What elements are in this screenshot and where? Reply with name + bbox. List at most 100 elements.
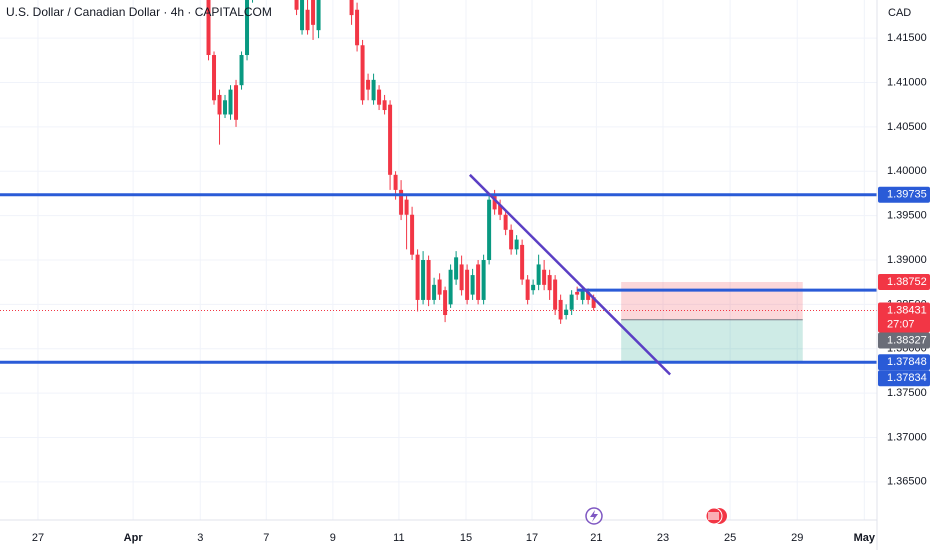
candle-body [509, 229, 514, 250]
candle-body [294, 0, 299, 10]
candle-body [410, 214, 415, 255]
price-tag [878, 186, 930, 203]
countdown: 27:07 [887, 318, 915, 330]
x-tick-label: 27 [32, 532, 44, 544]
candle-body [536, 264, 541, 285]
candle-body [399, 189, 404, 215]
candle-body [503, 214, 508, 230]
candle-body [234, 85, 239, 120]
x-tick-label: 7 [263, 532, 269, 544]
x-tick-label: 25 [724, 532, 736, 544]
candle-body [421, 260, 426, 300]
candle-body [575, 291, 580, 295]
candle-body [212, 55, 217, 101]
candle-body [443, 290, 448, 316]
event-icons [585, 507, 727, 525]
candle-body [366, 79, 371, 90]
candle-body [245, 0, 250, 56]
price-tag-label: 1.37834 [887, 372, 927, 384]
x-tick-label: 9 [330, 532, 336, 544]
price-tag-label: 1.38752 [887, 276, 927, 288]
price-tag-label: 1.37848 [887, 356, 927, 368]
candle-body [542, 269, 547, 285]
candle-body [349, 0, 354, 16]
x-tick-label: 11 [393, 532, 404, 544]
target-zone [621, 319, 803, 364]
candle-body [459, 264, 464, 291]
candle-body [547, 275, 552, 291]
candle-body [520, 244, 525, 280]
candle-body [355, 9, 360, 46]
candle-body [558, 299, 563, 320]
candle-body [498, 204, 503, 215]
grid [0, 0, 877, 520]
candle-body [586, 291, 591, 300]
chart-title: U.S. Dollar / Canadian Dollar · 4h · CAP… [6, 5, 272, 19]
candle-body [393, 174, 398, 190]
candle-body [415, 254, 420, 300]
candle-body [377, 89, 382, 105]
candle-body [580, 290, 585, 300]
candle-body [481, 260, 486, 300]
candle-body [311, 0, 316, 25]
plot [0, 0, 877, 376]
candle-body [487, 199, 492, 260]
y-tick-label: 1.39500 [887, 210, 927, 222]
x-tick-label: Apr [124, 532, 144, 544]
candle-body [371, 79, 376, 101]
candle-body [305, 9, 310, 31]
x-tick-label: 3 [197, 532, 203, 544]
x-tick-label: 21 [590, 532, 602, 544]
y-tick-label: 1.39000 [887, 254, 927, 266]
x-tick-label: 29 [791, 532, 803, 544]
candle-body [531, 284, 536, 291]
y-tick-label: 1.37000 [887, 431, 927, 443]
stop-zone [621, 282, 803, 320]
candle-body [476, 264, 481, 300]
candle-body [591, 297, 596, 308]
candle-body [426, 260, 431, 300]
candle-body [454, 257, 459, 280]
candle-body [316, 0, 321, 31]
candle-body [492, 195, 497, 210]
candle-body [388, 104, 393, 175]
y-tick-label: 1.41000 [887, 76, 927, 88]
y-tick-label: 1.36500 [887, 476, 927, 488]
candle-body [382, 100, 387, 111]
y-tick-label: 1.40500 [887, 121, 927, 133]
candle-body [569, 294, 574, 310]
price-tag [878, 274, 930, 291]
candle-body [525, 279, 530, 300]
x-tick-label: 23 [657, 532, 669, 544]
candle-body [300, 0, 305, 31]
y-tick-label: 1.41500 [887, 32, 927, 44]
price-tag [878, 302, 930, 333]
candle-body [470, 275, 475, 295]
trendline [468, 173, 672, 376]
price-tag-label: 1.39735 [887, 189, 927, 201]
candle-body [228, 89, 233, 115]
price-tag-label: 1.38431 [887, 304, 927, 316]
price-tag [878, 332, 930, 349]
candle-body [404, 199, 409, 215]
price-tag-label: 1.38327 [887, 334, 927, 346]
price-tag [878, 370, 930, 387]
candle-body [564, 309, 569, 316]
x-tick-label: May [854, 532, 876, 544]
y-tick-label: 1.37500 [887, 387, 927, 399]
candle-body [360, 45, 365, 101]
axes: 1.365001.370001.375001.380001.385001.390… [32, 32, 930, 544]
candle-body [553, 279, 558, 310]
candle-body [437, 279, 442, 295]
candle-body [514, 239, 519, 250]
x-tick-label: 17 [526, 532, 538, 544]
candle-body [432, 284, 437, 300]
price-tag [878, 354, 930, 371]
y-tick-label: 1.40000 [887, 165, 927, 177]
candle-body [465, 269, 470, 300]
currency: CAD [888, 7, 911, 19]
candle-body [217, 94, 222, 115]
candle-body [206, 0, 211, 56]
